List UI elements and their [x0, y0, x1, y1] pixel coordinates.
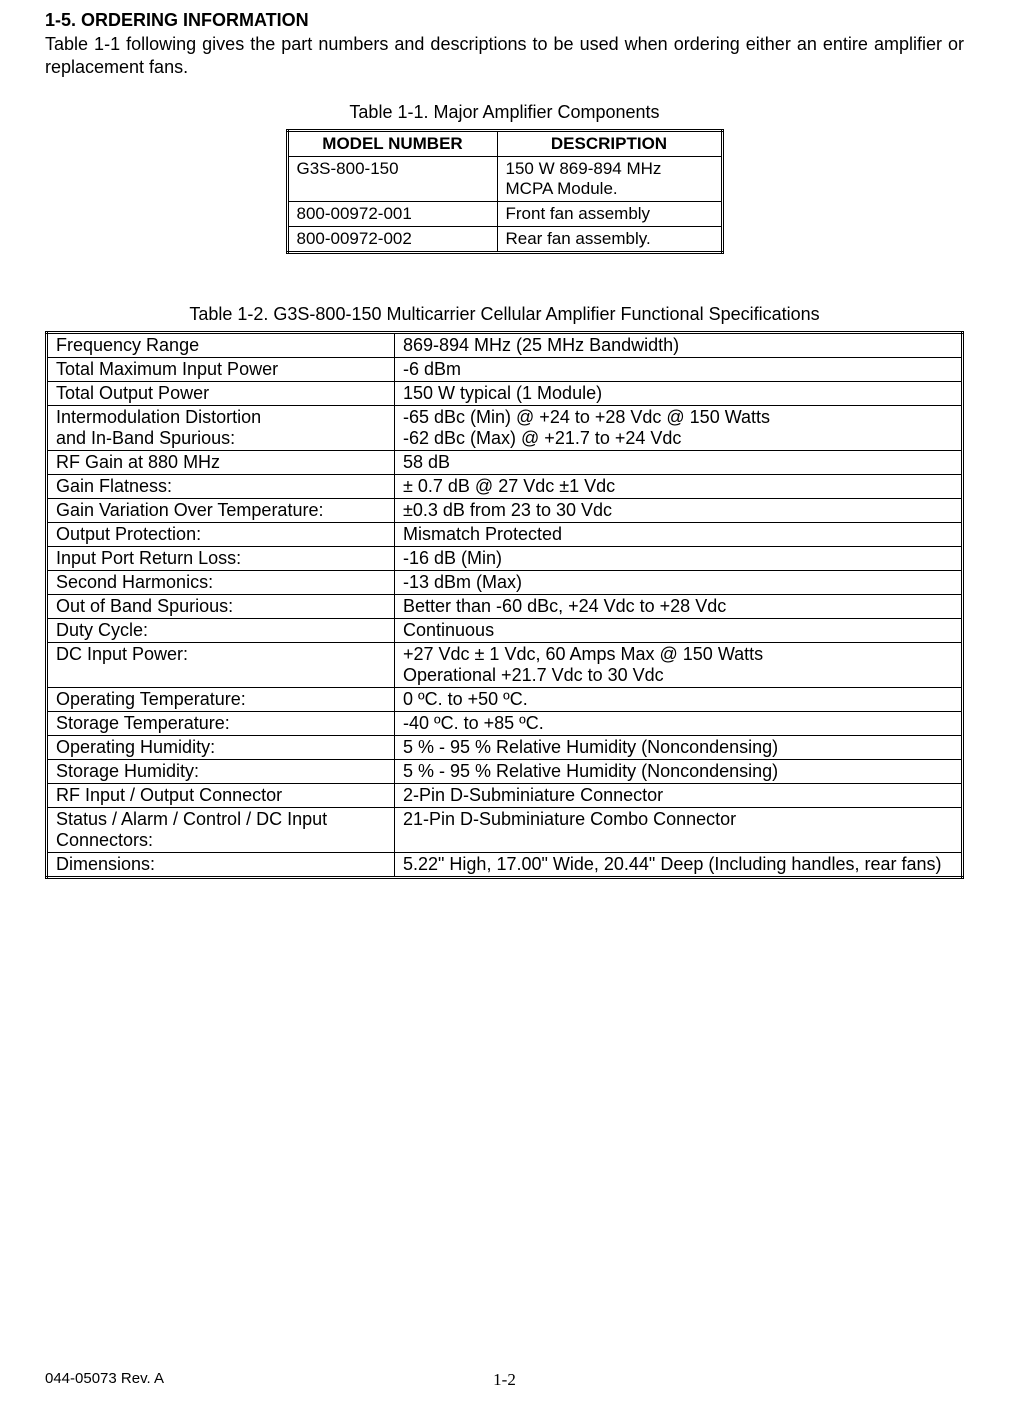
table-row: Second Harmonics:-13 dBm (Max) [47, 570, 963, 594]
table2-cell-param: Dimensions: [47, 852, 395, 877]
table2-cell-value: -65 dBc (Min) @ +24 to +28 Vdc @ 150 Wat… [395, 405, 963, 450]
table1-header-row: MODEL NUMBER DESCRIPTION [287, 130, 722, 156]
table2-cell-value: 58 dB [395, 450, 963, 474]
table2-cell-param: Duty Cycle: [47, 618, 395, 642]
table-row: DC Input Power:+27 Vdc ± 1 Vdc, 60 Amps … [47, 642, 963, 687]
table1-cell-model: 800-00972-002 [287, 226, 497, 252]
table1: MODEL NUMBER DESCRIPTION G3S-800-150150 … [286, 129, 724, 254]
table2-cell-param: Status / Alarm / Control / DC Input Conn… [47, 807, 395, 852]
table2-cell-param: Total Maximum Input Power [47, 357, 395, 381]
table2-cell-param: Output Protection: [47, 522, 395, 546]
table2: Frequency Range869-894 MHz (25 MHz Bandw… [45, 331, 964, 879]
table2-cell-param: RF Input / Output Connector [47, 783, 395, 807]
section-heading: 1-5. ORDERING INFORMATION [45, 10, 964, 31]
table-row: Storage Humidity:5 % - 95 % Relative Hum… [47, 759, 963, 783]
intro-paragraph: Table 1-1 following gives the part numbe… [45, 33, 964, 80]
table-row: RF Gain at 880 MHz58 dB [47, 450, 963, 474]
table2-cell-value: +27 Vdc ± 1 Vdc, 60 Amps Max @ 150 Watts… [395, 642, 963, 687]
table1-cell-description: Rear fan assembly. [497, 226, 722, 252]
table2-cell-param: Gain Flatness: [47, 474, 395, 498]
table2-cell-param: Operating Temperature: [47, 687, 395, 711]
table1-cell-model: G3S-800-150 [287, 156, 497, 201]
table-row: Total Maximum Input Power-6 dBm [47, 357, 963, 381]
table-row: Duty Cycle:Continuous [47, 618, 963, 642]
page-footer: 044-05073 Rev. A 1-2 [45, 1370, 964, 1387]
table2-cell-param: Operating Humidity: [47, 735, 395, 759]
table2-cell-value: 869-894 MHz (25 MHz Bandwidth) [395, 332, 963, 357]
table-row: Input Port Return Loss:-16 dB (Min) [47, 546, 963, 570]
table1-header-model: MODEL NUMBER [287, 130, 497, 156]
table2-cell-param: Frequency Range [47, 332, 395, 357]
table-row: Gain Flatness:± 0.7 dB @ 27 Vdc ±1 Vdc [47, 474, 963, 498]
table2-cell-value: 5 % - 95 % Relative Humidity (Noncondens… [395, 759, 963, 783]
table-row: Intermodulation Distortion and In-Band S… [47, 405, 963, 450]
table2-cell-param: Storage Humidity: [47, 759, 395, 783]
footer-left: 044-05073 Rev. A [45, 1370, 164, 1387]
table2-cell-value: Better than -60 dBc, +24 Vdc to +28 Vdc [395, 594, 963, 618]
table2-cell-param: Out of Band Spurious: [47, 594, 395, 618]
table-row: Storage Temperature:-40 ºC. to +85 ºC. [47, 711, 963, 735]
table2-cell-value: -40 ºC. to +85 ºC. [395, 711, 963, 735]
table2-cell-value: Continuous [395, 618, 963, 642]
table2-cell-value: 0 ºC. to +50 ºC. [395, 687, 963, 711]
table-row: G3S-800-150150 W 869-894 MHz MCPA Module… [287, 156, 722, 201]
table2-cell-value: ± 0.7 dB @ 27 Vdc ±1 Vdc [395, 474, 963, 498]
table1-header-description: DESCRIPTION [497, 130, 722, 156]
table2-cell-value: -6 dBm [395, 357, 963, 381]
table1-cell-description: Front fan assembly [497, 201, 722, 226]
table-row: 800-00972-002Rear fan assembly. [287, 226, 722, 252]
table1-container: MODEL NUMBER DESCRIPTION G3S-800-150150 … [45, 129, 964, 254]
table2-cell-param: RF Gain at 880 MHz [47, 450, 395, 474]
table-row: Out of Band Spurious:Better than -60 dBc… [47, 594, 963, 618]
table1-cell-description: 150 W 869-894 MHz MCPA Module. [497, 156, 722, 201]
table2-cell-param: Storage Temperature: [47, 711, 395, 735]
table-row: Status / Alarm / Control / DC Input Conn… [47, 807, 963, 852]
table-row: Frequency Range869-894 MHz (25 MHz Bandw… [47, 332, 963, 357]
table2-cell-param: Total Output Power [47, 381, 395, 405]
table2-wrapper: Table 1-2. G3S-800-150 Multicarrier Cell… [45, 304, 964, 879]
table2-cell-param: Input Port Return Loss: [47, 546, 395, 570]
table2-cell-param: DC Input Power: [47, 642, 395, 687]
table-row: Total Output Power150 W typical (1 Modul… [47, 381, 963, 405]
table2-cell-value: Mismatch Protected [395, 522, 963, 546]
table-row: Dimensions:5.22" High, 17.00" Wide, 20.4… [47, 852, 963, 877]
table2-cell-value: 2-Pin D-Subminiature Connector [395, 783, 963, 807]
table2-cell-param: Intermodulation Distortion and In-Band S… [47, 405, 395, 450]
footer-page-number: 1-2 [493, 1370, 516, 1390]
table1-cell-model: 800-00972-001 [287, 201, 497, 226]
table-row: 800-00972-001Front fan assembly [287, 201, 722, 226]
table2-caption: Table 1-2. G3S-800-150 Multicarrier Cell… [45, 304, 964, 325]
table2-cell-value: -13 dBm (Max) [395, 570, 963, 594]
table2-cell-value: -16 dB (Min) [395, 546, 963, 570]
table2-cell-value: 21-Pin D-Subminiature Combo Connector [395, 807, 963, 852]
table-row: Output Protection:Mismatch Protected [47, 522, 963, 546]
table-row: RF Input / Output Connector2-Pin D-Submi… [47, 783, 963, 807]
table2-cell-param: Gain Variation Over Temperature: [47, 498, 395, 522]
table-row: Operating Temperature:0 ºC. to +50 ºC. [47, 687, 963, 711]
table1-caption: Table 1-1. Major Amplifier Components [45, 102, 964, 123]
table2-cell-param: Second Harmonics: [47, 570, 395, 594]
table2-cell-value: 5 % - 95 % Relative Humidity (Noncondens… [395, 735, 963, 759]
table2-cell-value: 150 W typical (1 Module) [395, 381, 963, 405]
table2-cell-value: 5.22" High, 17.00" Wide, 20.44" Deep (In… [395, 852, 963, 877]
table-row: Gain Variation Over Temperature:±0.3 dB … [47, 498, 963, 522]
table-row: Operating Humidity:5 % - 95 % Relative H… [47, 735, 963, 759]
table2-cell-value: ±0.3 dB from 23 to 30 Vdc [395, 498, 963, 522]
